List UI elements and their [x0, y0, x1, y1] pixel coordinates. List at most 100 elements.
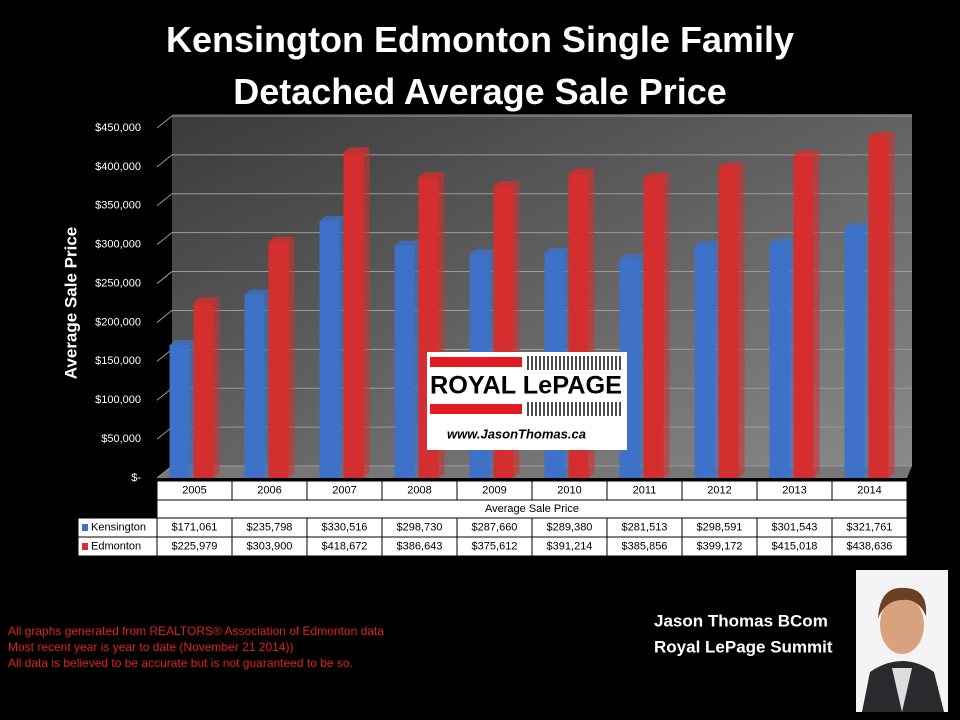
bar: [268, 241, 289, 478]
footnote: All data is believed to be accurate but …: [8, 656, 353, 670]
bar-top: [568, 168, 595, 174]
credit-name: Jason Thomas BCom: [654, 611, 828, 630]
data-table-value: $385,856: [622, 540, 668, 552]
data-table-value: $225,979: [172, 540, 218, 552]
x-tick-label: 2010: [557, 484, 581, 496]
bar-side: [738, 162, 745, 478]
bar-side: [288, 236, 295, 478]
bar-top: [793, 150, 820, 156]
bar-group: [769, 238, 796, 478]
data-table-value: $399,172: [697, 540, 743, 552]
x-tick-label: 2009: [482, 484, 506, 496]
legend-swatch: [82, 543, 88, 550]
y-tick-label: $350,000: [95, 200, 141, 212]
bar-side: [813, 150, 820, 478]
bar-group: [169, 339, 196, 478]
portrait-face: [880, 596, 924, 654]
credit-company: Royal LePage Summit: [654, 637, 833, 656]
bar: [793, 155, 814, 478]
bar-top: [343, 147, 370, 153]
legend-label: Edmonton: [91, 540, 141, 552]
bar-top: [244, 289, 271, 295]
data-table-value: $281,513: [622, 521, 668, 533]
y-tick-label: $50,000: [101, 433, 141, 445]
data-table-value: $375,612: [472, 540, 518, 552]
logo-url: www.JasonThomas.ca: [447, 426, 586, 441]
bar-side: [663, 172, 670, 478]
bar-top: [844, 222, 871, 228]
bar: [718, 167, 739, 478]
bar-side: [888, 131, 895, 478]
data-table-value: $386,643: [397, 540, 443, 552]
logo-brand: ROYAL LePAGE: [430, 372, 622, 400]
x-tick-label: 2006: [257, 484, 281, 496]
y-tick-label: $250,000: [95, 277, 141, 289]
x-tick-label: 2013: [782, 484, 806, 496]
x-tick-label: 2007: [332, 484, 356, 496]
bar-group: [268, 236, 295, 478]
bar-side: [363, 147, 370, 479]
bar-top: [319, 215, 346, 221]
x-tick-label: 2012: [707, 484, 731, 496]
bar-top: [643, 172, 670, 178]
bar: [169, 344, 190, 478]
bar-top: [394, 240, 421, 246]
bar: [844, 227, 865, 478]
logo-bg: [427, 352, 627, 450]
data-table-value: $235,798: [247, 521, 293, 533]
bar-top: [868, 131, 895, 137]
data-table-value: $289,380: [547, 521, 593, 533]
bar-group: [643, 172, 670, 478]
x-tick-label: 2014: [857, 484, 881, 496]
bar-group: [718, 162, 745, 478]
portrait-hair: [878, 587, 927, 618]
data-table-value: $298,730: [397, 521, 443, 533]
x-tick-label: 2011: [633, 484, 657, 496]
data-table-value: $321,761: [847, 521, 893, 533]
bar-group: [793, 150, 820, 478]
bar-top: [268, 236, 295, 242]
bar-top: [769, 238, 796, 244]
data-table-value: $415,018: [772, 540, 818, 552]
data-table-value: $301,543: [772, 521, 818, 533]
bar: [769, 243, 790, 478]
portrait: [856, 570, 948, 712]
bar-group: [868, 131, 895, 478]
bar-top: [418, 172, 445, 178]
bar: [193, 302, 214, 478]
bar-top: [544, 247, 571, 253]
y-axis-label: Average Sale Price: [61, 227, 80, 379]
portrait-shirt: [892, 668, 912, 712]
data-table-value: $330,516: [322, 521, 368, 533]
logo-stripe: [430, 357, 522, 367]
bar: [643, 177, 664, 478]
y-tick-label: $150,000: [95, 355, 141, 367]
data-table-value: $287,660: [472, 521, 518, 533]
table-row: [77, 536, 908, 557]
y-tick-label: $450,000: [95, 122, 141, 134]
footnote: Most recent year is year to date (Novemb…: [8, 640, 293, 654]
legend-label: Kensington: [91, 521, 146, 533]
bar-group: [343, 147, 370, 479]
grid-line: [156, 115, 912, 129]
bar: [319, 220, 340, 478]
bar-top: [493, 180, 520, 186]
bar-side: [213, 297, 220, 478]
bar-top: [718, 162, 745, 168]
footnote: All graphs generated from REALTORS® Asso…: [8, 624, 384, 638]
bar-top: [694, 240, 721, 246]
bar-group: [193, 297, 220, 478]
bar-group: [694, 240, 721, 478]
y-tick-label: $100,000: [95, 394, 141, 406]
data-table-value: $418,672: [322, 540, 368, 552]
x-tick-label: 2005: [182, 484, 206, 496]
bar-group: [394, 240, 421, 478]
y-tick-label: $400,000: [95, 161, 141, 173]
y-tick-label: $300,000: [95, 239, 141, 251]
logo-barcode: [527, 356, 621, 416]
bar: [343, 152, 364, 479]
bar: [244, 294, 265, 478]
y-tick-label: $-: [131, 472, 141, 484]
